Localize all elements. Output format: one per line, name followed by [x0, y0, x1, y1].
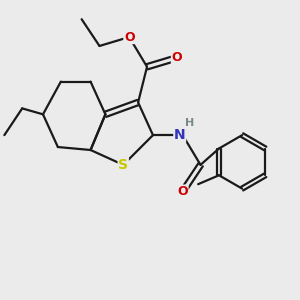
Text: O: O — [171, 51, 182, 64]
Text: N: N — [174, 128, 185, 142]
Text: O: O — [177, 185, 188, 198]
Text: S: S — [118, 158, 128, 172]
Text: H: H — [185, 118, 195, 128]
Text: O: O — [124, 31, 134, 44]
